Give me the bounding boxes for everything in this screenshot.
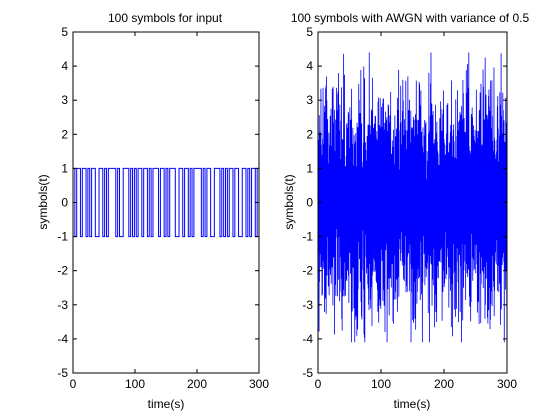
noisy-symbols-plot: 100 symbols with AWGN with variance of 0… [282, 11, 529, 411]
y-axis-label: symbols(t) [282, 174, 296, 229]
x-tick-label: 300 [249, 377, 269, 391]
y-tick-label: 2 [61, 127, 68, 141]
y-axis-label: symbols(t) [36, 174, 50, 229]
y-tick-label: -1 [302, 230, 313, 244]
x-tick-label: 200 [434, 377, 454, 391]
y-tick-label: 0 [61, 196, 68, 210]
y-tick-label: -3 [57, 298, 68, 312]
x-axis-label: time(s) [394, 397, 431, 411]
y-tick-label: 2 [306, 127, 313, 141]
y-tick-label: -1 [57, 230, 68, 244]
y-tick-label: 0 [306, 196, 313, 210]
y-tick-label: -5 [302, 366, 313, 380]
y-tick-label: -2 [57, 264, 68, 278]
y-tick-label: 1 [306, 161, 313, 175]
x-tick-label: 200 [187, 377, 207, 391]
x-tick-label: 0 [70, 377, 77, 391]
input-signal-line [73, 167, 259, 238]
plot-title-input: 100 symbols for input [108, 11, 223, 25]
x-tick-label: 100 [371, 377, 391, 391]
plot-title-awgn: 100 symbols with AWGN with variance of 0… [291, 11, 530, 25]
y-tick-label: 5 [61, 25, 68, 39]
y-tick-label: -2 [302, 264, 313, 278]
y-tick-label: 3 [306, 93, 313, 107]
x-tick-label: 0 [315, 377, 322, 391]
y-tick-label: 5 [306, 25, 313, 39]
y-tick-label: 4 [306, 59, 313, 73]
noisy-signal-line [317, 52, 508, 343]
y-tick-label: 4 [61, 59, 68, 73]
x-axis-label: time(s) [148, 397, 185, 411]
y-tick-label: 3 [61, 93, 68, 107]
y-tick-label: -4 [302, 332, 313, 346]
y-tick-label: -3 [302, 298, 313, 312]
y-tick-label: 1 [61, 161, 68, 175]
x-tick-label: 100 [125, 377, 145, 391]
x-tick-label: 300 [497, 377, 517, 391]
y-tick-label: -5 [57, 366, 68, 380]
y-tick-label: -4 [57, 332, 68, 346]
